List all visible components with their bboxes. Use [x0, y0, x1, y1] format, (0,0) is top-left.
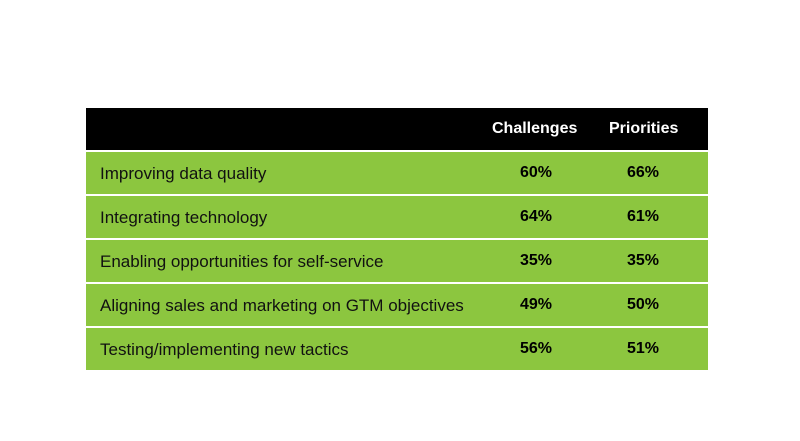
priorities-value: 50%: [627, 296, 660, 313]
table-row: Enabling opportunities for self-service …: [86, 240, 708, 282]
table-row: Aligning sales and marketing on GTM obje…: [86, 284, 708, 326]
challenges-value: 60%: [520, 164, 553, 181]
challenges-value: 64%: [520, 208, 553, 225]
column-header-priorities: Priorities: [609, 120, 679, 137]
data-table: Challenges Priorities Improving data qua…: [86, 108, 708, 370]
table-header: Challenges Priorities: [86, 108, 708, 150]
row-label: Testing/implementing new tactics: [100, 340, 349, 359]
row-label: Aligning sales and marketing on GTM obje…: [100, 296, 464, 315]
challenges-value: 56%: [520, 340, 553, 357]
challenges-value: 49%: [520, 296, 553, 313]
column-header-challenges: Challenges: [492, 120, 578, 137]
row-label: Improving data quality: [100, 164, 267, 183]
row-label: Enabling opportunities for self-service: [100, 252, 384, 271]
table-row: Improving data quality 60% 66%: [86, 152, 708, 194]
priorities-value: 51%: [627, 340, 660, 357]
table-row: Integrating technology 64% 61%: [86, 196, 708, 238]
table-row: Testing/implementing new tactics 56% 51%: [86, 328, 708, 370]
priorities-value: 66%: [627, 164, 660, 181]
priorities-value: 35%: [627, 252, 660, 269]
row-label: Integrating technology: [100, 208, 268, 227]
priorities-value: 61%: [627, 208, 660, 225]
challenges-value: 35%: [520, 252, 553, 269]
